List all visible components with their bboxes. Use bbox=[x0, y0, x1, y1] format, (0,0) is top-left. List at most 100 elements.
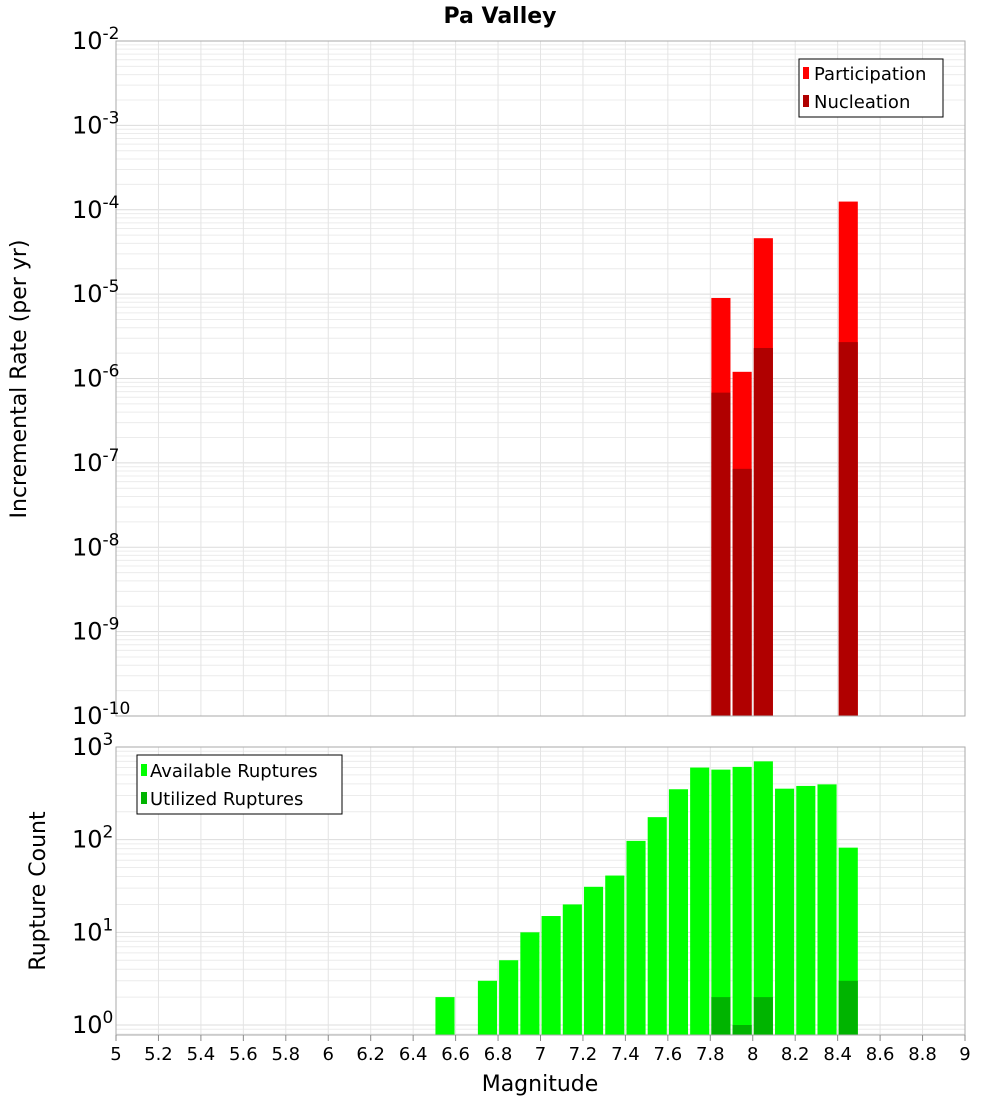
tick-base: 10 bbox=[72, 111, 103, 139]
available-bar bbox=[435, 997, 455, 1035]
available-bar bbox=[562, 904, 582, 1035]
bottom-y-tick-label: 101 bbox=[72, 915, 113, 946]
x-tick-label: 6.8 bbox=[484, 1044, 513, 1065]
available-bar bbox=[477, 980, 497, 1035]
tick-exponent: -9 bbox=[103, 615, 120, 635]
bottom-y-tick-label: 102 bbox=[72, 823, 113, 854]
legend-label-available: Available Ruptures bbox=[150, 761, 318, 782]
available-bar bbox=[626, 840, 646, 1035]
tick-exponent: -10 bbox=[103, 699, 131, 719]
x-tick-label: 8.8 bbox=[908, 1044, 937, 1065]
tick-base: 10 bbox=[72, 196, 103, 224]
available-bar bbox=[711, 769, 731, 1035]
tick-exponent: 1 bbox=[103, 915, 114, 935]
legend-swatch-participation bbox=[803, 67, 809, 79]
x-tick-label: 7.4 bbox=[611, 1044, 640, 1065]
top-y-tick-label: 10-8 bbox=[72, 530, 120, 561]
x-tick-label: 7.8 bbox=[696, 1044, 725, 1065]
x-tick-label: 7 bbox=[535, 1044, 546, 1065]
top-y-tick-label: 10-4 bbox=[72, 193, 120, 224]
chart-title: Pa Valley bbox=[443, 4, 556, 29]
x-tick-label: 5 bbox=[110, 1044, 121, 1065]
x-tick-label: 7.2 bbox=[569, 1044, 598, 1065]
utilized-bar bbox=[732, 1025, 752, 1035]
tick-exponent: 2 bbox=[103, 823, 114, 843]
tick-exponent: 3 bbox=[103, 730, 114, 750]
x-axis-label: Magnitude bbox=[482, 1072, 599, 1097]
x-tick-label: 5.2 bbox=[144, 1044, 173, 1065]
tick-exponent: 0 bbox=[103, 1008, 114, 1028]
bottom-legend: Available Ruptures Utilized Ruptures bbox=[136, 754, 343, 815]
available-bar bbox=[647, 817, 667, 1035]
bottom-bars bbox=[435, 761, 858, 1035]
utilized-bar bbox=[753, 997, 773, 1035]
available-bar bbox=[541, 916, 561, 1035]
tick-exponent: -7 bbox=[103, 446, 120, 466]
top-y-tick-label: 10-6 bbox=[72, 362, 120, 393]
bottom-y-axis-label: Rupture Count bbox=[26, 811, 51, 971]
nucleation-bar bbox=[711, 392, 731, 716]
legend-swatch-available bbox=[141, 764, 147, 776]
legend-label-participation: Participation bbox=[814, 64, 926, 85]
x-tick-label: 6.4 bbox=[399, 1044, 428, 1065]
x-tick-label: 8.2 bbox=[781, 1044, 810, 1065]
available-bar bbox=[499, 960, 519, 1035]
bottom-y-tick-label: 103 bbox=[72, 730, 113, 761]
tick-exponent: -6 bbox=[103, 362, 120, 382]
top-y-tick-label: 10-5 bbox=[72, 277, 120, 308]
x-tick-label: 8.4 bbox=[823, 1044, 852, 1065]
tick-base: 10 bbox=[72, 280, 103, 308]
x-tick-label: 5.8 bbox=[271, 1044, 300, 1065]
bottom-x-tick-labels: 5 5.2 5.4 5.6 5.8 6 6.2 6.4 6.6 6.8 7 7.2 7.4 7.6 7.8 8… bbox=[110, 1035, 971, 1065]
top-y-tick-label: 10-10 bbox=[72, 699, 130, 730]
tick-exponent: -2 bbox=[103, 24, 120, 44]
x-tick-label: 6.6 bbox=[441, 1044, 470, 1065]
tick-exponent: -4 bbox=[103, 193, 120, 213]
x-tick-label: 8.6 bbox=[866, 1044, 895, 1065]
available-bar bbox=[817, 784, 837, 1035]
tick-base: 10 bbox=[72, 702, 103, 730]
legend-label-utilized: Utilized Ruptures bbox=[150, 789, 303, 810]
nucleation-bar bbox=[753, 347, 773, 716]
available-bar bbox=[584, 886, 604, 1035]
x-tick-label: 6.2 bbox=[356, 1044, 385, 1065]
x-tick-label: 6 bbox=[323, 1044, 334, 1065]
available-bar bbox=[753, 761, 773, 1035]
top-y-axis-label: Incremental Rate (per yr) bbox=[7, 240, 32, 519]
tick-base: 10 bbox=[72, 826, 103, 854]
top-grid bbox=[115, 40, 966, 717]
x-tick-label: 8 bbox=[747, 1044, 758, 1065]
x-tick-label: 5.4 bbox=[187, 1044, 216, 1065]
available-bar bbox=[775, 788, 795, 1035]
available-bar bbox=[520, 932, 540, 1035]
legend-label-nucleation: Nucleation bbox=[814, 92, 910, 113]
nucleation-bar bbox=[732, 468, 752, 716]
top-legend: Participation Nucleation bbox=[798, 58, 944, 118]
available-bar bbox=[732, 766, 752, 1035]
tick-exponent: -3 bbox=[103, 108, 120, 128]
top-y-tick-label: 10-2 bbox=[72, 24, 120, 55]
top-y-tick-label: 10-3 bbox=[72, 108, 120, 139]
utilized-bar bbox=[711, 997, 731, 1035]
tick-exponent: -5 bbox=[103, 277, 120, 297]
bottom-legend-box bbox=[136, 754, 343, 815]
tick-base: 10 bbox=[72, 533, 103, 561]
tick-base: 10 bbox=[72, 918, 103, 946]
tick-exponent: -8 bbox=[103, 530, 120, 550]
bottom-y-tick-label: 100 bbox=[72, 1008, 113, 1039]
top-y-tick-label: 10-9 bbox=[72, 615, 120, 646]
x-tick-label: 9 bbox=[959, 1044, 970, 1065]
available-bar bbox=[668, 789, 689, 1035]
tick-base: 10 bbox=[72, 365, 103, 393]
legend-swatch-nucleation bbox=[803, 95, 809, 107]
tick-base: 10 bbox=[72, 1011, 103, 1039]
top-plot-frame bbox=[115, 40, 966, 717]
tick-base: 10 bbox=[72, 27, 103, 55]
top-y-tick-label: 10-7 bbox=[72, 446, 120, 477]
tick-base: 10 bbox=[72, 618, 103, 646]
top-bars bbox=[711, 201, 858, 716]
